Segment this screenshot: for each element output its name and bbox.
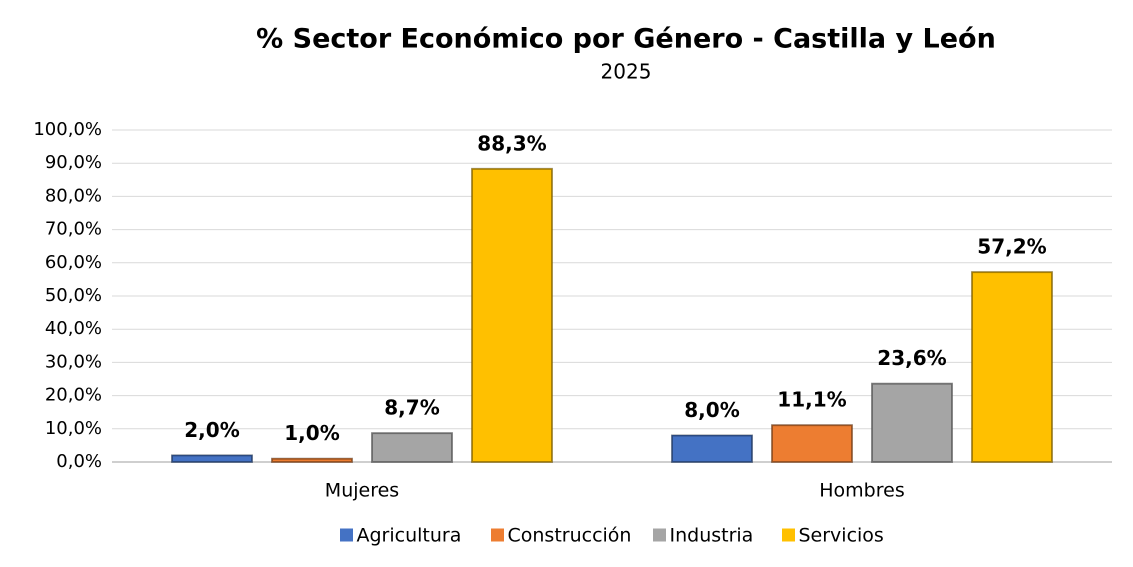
legend-swatch xyxy=(782,528,795,542)
legend-label: Agricultura xyxy=(357,525,462,547)
legend-swatch xyxy=(653,528,666,542)
y-tick-label: 0,0% xyxy=(56,451,102,472)
bar xyxy=(171,454,253,463)
bar xyxy=(471,168,553,463)
bar-shade xyxy=(371,432,453,463)
y-tick-label: 50,0% xyxy=(45,285,102,306)
legend-label: Servicios xyxy=(799,525,884,547)
bar-shade xyxy=(271,457,353,463)
bar-shade xyxy=(471,167,553,463)
value-label: 88,3% xyxy=(477,131,546,155)
value-label: 11,1% xyxy=(777,388,846,412)
y-tick-label: 60,0% xyxy=(45,252,102,273)
y-tick-label: 30,0% xyxy=(45,351,102,372)
value-label: 23,6% xyxy=(877,346,946,370)
legend-swatch xyxy=(491,528,504,542)
bar xyxy=(871,383,953,463)
value-label: 8,7% xyxy=(384,396,439,420)
y-tick-label: 20,0% xyxy=(45,385,102,406)
chart-title: % Sector Económico por Género - Castilla… xyxy=(256,24,996,55)
value-label: 8,0% xyxy=(684,398,739,422)
bar-shade xyxy=(771,424,853,464)
y-tick-label: 100,0% xyxy=(33,119,102,140)
value-label: 1,0% xyxy=(284,421,339,445)
y-tick-label: 70,0% xyxy=(45,219,102,240)
bar-shade xyxy=(671,434,753,464)
y-tick-label: 10,0% xyxy=(45,418,102,439)
legend-label: Industria xyxy=(670,525,754,547)
bar xyxy=(771,424,853,463)
y-tick-label: 90,0% xyxy=(45,152,102,173)
y-tick-label: 80,0% xyxy=(45,185,102,206)
bar xyxy=(971,271,1053,463)
value-label: 57,2% xyxy=(977,235,1046,259)
bar-shade xyxy=(871,382,953,464)
value-label: 2,0% xyxy=(184,418,239,442)
bar xyxy=(371,432,453,463)
bar xyxy=(671,434,753,463)
bar-shade xyxy=(971,271,1053,464)
x-tick-label: Hombres xyxy=(819,480,904,502)
x-tick-label: Mujeres xyxy=(325,480,399,502)
legend-label: Construcción xyxy=(508,525,632,547)
legend-swatch xyxy=(340,528,353,542)
y-tick-label: 40,0% xyxy=(45,318,102,339)
bar-shade xyxy=(171,454,253,463)
chart-subtitle: 2025 xyxy=(601,60,652,84)
bar xyxy=(271,458,353,463)
